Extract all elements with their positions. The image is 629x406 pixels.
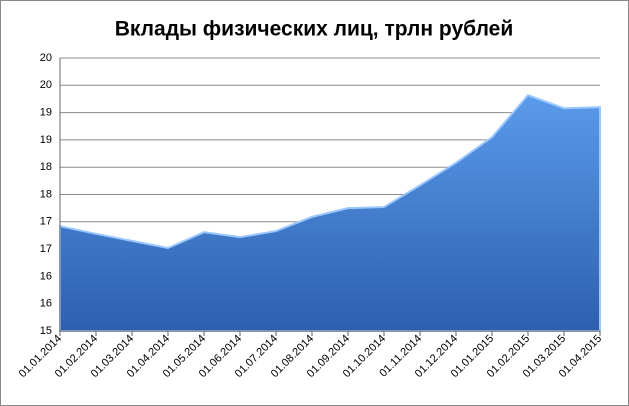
y-tick-label: 19 [40, 134, 52, 146]
y-tick-label: 18 [40, 161, 52, 173]
y-tick-label: 16 [40, 270, 52, 282]
y-tick-label: 20 [40, 52, 52, 64]
y-tick-label: 17 [40, 243, 52, 255]
y-tick-label: 17 [40, 216, 52, 228]
y-tick-label: 20 [40, 79, 52, 91]
y-tick-label: 18 [40, 188, 52, 200]
y-tick-label: 15 [40, 325, 52, 337]
chart-title: Вклады физических лиц, трлн рублей [115, 18, 514, 41]
y-tick-label: 16 [40, 298, 52, 310]
y-tick-label: 19 [40, 107, 52, 119]
area [59, 93, 601, 332]
